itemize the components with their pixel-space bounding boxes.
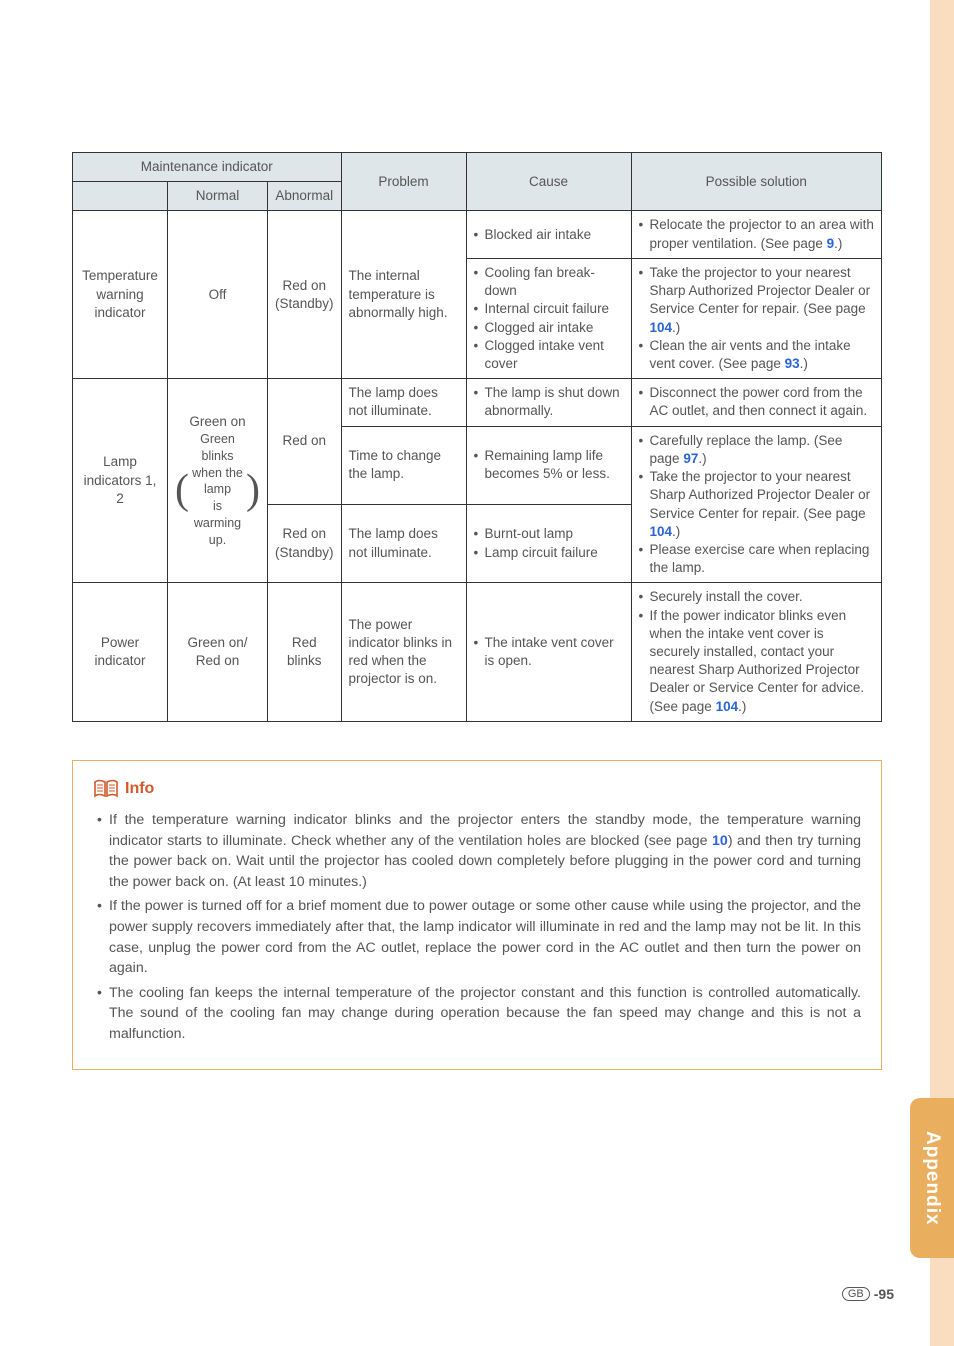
- side-tab-appendix: Appendix: [910, 1098, 954, 1258]
- row-power-sol: Securely install the cover. If the power…: [631, 583, 881, 722]
- page-link[interactable]: 104: [650, 524, 673, 539]
- th-maintenance: Maintenance indicator: [73, 153, 342, 182]
- info-item: If the power is turned off for a brief m…: [93, 896, 861, 978]
- page-link[interactable]: 93: [785, 356, 800, 371]
- row-temp-abnormal: Red on (Standby): [268, 211, 342, 379]
- page-link[interactable]: 104: [716, 699, 739, 714]
- row-power-normal: Green on/ Red on: [168, 583, 268, 722]
- sol-text: Carefully replace the lamp. (See page 97…: [639, 432, 874, 468]
- sol-text: Take the projector to your nearest Sharp…: [639, 468, 874, 541]
- row-power-problem: The power indicator blinks in red when t…: [341, 583, 466, 722]
- th-cause: Cause: [466, 153, 631, 211]
- row-power-cause: The intake vent cover is open.: [466, 583, 631, 722]
- page-link[interactable]: 97: [683, 451, 698, 466]
- book-icon: [93, 779, 119, 799]
- row-lamp-cause2: Remaining lamp life becomes 5% or less.: [466, 426, 631, 504]
- cause-text: The intake vent cover is open.: [474, 634, 624, 670]
- row-lamp-problem1: The lamp does not illuminate.: [341, 379, 466, 426]
- row-lamp-abnormal2: Red on (Standby): [268, 505, 342, 583]
- sol-text: Please exercise care when replacing the …: [639, 541, 874, 577]
- row-lamp-sol1: Disconnect the power cord from the AC ou…: [631, 379, 881, 426]
- cause-text: Lamp circuit failure: [474, 544, 624, 562]
- row-temp-sol1: Relocate the projector to an area with p…: [631, 211, 881, 258]
- cause-text: Remaining lamp life becomes 5% or less.: [474, 447, 624, 483]
- page-number: -95: [874, 1286, 894, 1302]
- sol-text: Disconnect the power cord from the AC ou…: [639, 384, 874, 420]
- row-temp-label: Temperature warning indicator: [73, 211, 168, 379]
- page-footer: GB -95: [842, 1286, 894, 1302]
- cause-text: Internal circuit failure: [474, 300, 624, 318]
- th-normal: Normal: [168, 182, 268, 211]
- row-temp-problem: The internal temperature is abnormally h…: [341, 211, 466, 379]
- info-item: If the temperature warning indicator bli…: [93, 810, 861, 892]
- page-link[interactable]: 10: [712, 833, 728, 849]
- normal-text: Green on: [175, 413, 260, 431]
- row-power-label: Power indicator: [73, 583, 168, 722]
- cause-text: Clogged air intake: [474, 319, 624, 337]
- row-lamp-problem3: The lamp does not illuminate.: [341, 505, 466, 583]
- row-temp-sol2: Take the projector to your nearest Sharp…: [631, 258, 881, 378]
- page-link[interactable]: 104: [650, 320, 673, 335]
- row-lamp-cause1: The lamp is shut down abnormally.: [466, 379, 631, 426]
- side-tab-label: Appendix: [921, 1131, 943, 1226]
- th-blank: [73, 182, 168, 211]
- cause-text: Clogged intake vent cover: [474, 337, 624, 373]
- cause-text: Blocked air intake: [474, 226, 624, 244]
- cause-text: Cooling fan break-down: [474, 264, 624, 300]
- sol-text: If the power indicator blinks even when …: [639, 607, 874, 716]
- info-box: Info If the temperature warning indicato…: [72, 760, 882, 1070]
- info-item: The cooling fan keeps the internal tempe…: [93, 983, 861, 1045]
- row-lamp-cause3: Burnt-out lamp Lamp circuit failure: [466, 505, 631, 583]
- row-lamp-normal: Green on ( Green blinks when the lamp is…: [168, 379, 268, 583]
- sol-text: Securely install the cover.: [639, 588, 874, 606]
- gb-badge: GB: [842, 1287, 870, 1301]
- row-lamp-abnormal1: Red on: [268, 379, 342, 505]
- sol-text: Take the projector to your nearest Sharp…: [639, 264, 874, 337]
- cause-text: The lamp is shut down abnormally.: [474, 384, 624, 420]
- row-lamp-problem2: Time to change the lamp.: [341, 426, 466, 504]
- th-problem: Problem: [341, 153, 466, 211]
- row-temp-cause2: Cooling fan break-down Internal circuit …: [466, 258, 631, 378]
- cause-text: Burnt-out lamp: [474, 525, 624, 543]
- row-lamp-sol-shared: Carefully replace the lamp. (See page 97…: [631, 426, 881, 583]
- row-power-abnormal: Red blinks: [268, 583, 342, 722]
- row-lamp-label: Lamp indicators 1, 2: [73, 379, 168, 583]
- row-temp-normal: Off: [168, 211, 268, 379]
- maintenance-table: Maintenance indicator Problem Cause Poss…: [72, 152, 882, 722]
- sol-text: Clean the air vents and the intake vent …: [639, 337, 874, 373]
- info-title: Info: [125, 777, 154, 800]
- th-solution: Possible solution: [631, 153, 881, 211]
- sol-text: Relocate the projector to an area with p…: [639, 216, 874, 252]
- row-temp-cause1: Blocked air intake: [466, 211, 631, 258]
- th-abnormal: Abnormal: [268, 182, 342, 211]
